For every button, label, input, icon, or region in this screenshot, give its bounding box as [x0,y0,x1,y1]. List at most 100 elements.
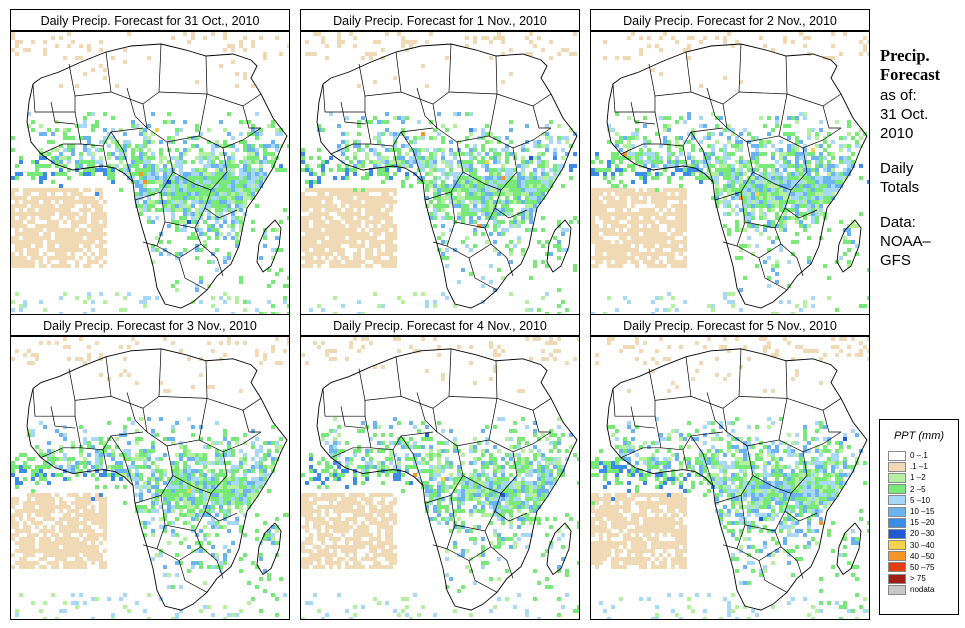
precip-cell [509,184,513,188]
precip-cell [469,272,473,276]
precip-cell [247,176,251,180]
precip-cell [333,192,337,196]
precip-cell [67,32,71,36]
precip-cell [457,172,461,176]
precip-cell [179,349,183,353]
precip-cell [19,156,23,160]
precip-cell [207,192,211,196]
precip-cell [691,128,695,132]
precip-cell [159,252,163,256]
precip-cell [35,353,39,357]
precip-cell [361,56,365,60]
precip-cell [603,228,607,232]
country-border [706,87,728,129]
precip-cell [199,280,203,284]
precip-cell [231,188,235,192]
precip-cell [545,148,549,152]
precip-cell [671,220,675,224]
precip-cell [795,144,799,148]
precip-cell [497,168,501,172]
precip-cell [191,236,195,240]
precip-cell [203,501,207,505]
precip-cell [35,164,39,168]
precip-cell [493,148,497,152]
precip-cell [795,136,799,140]
precip-cell [187,513,191,517]
precip-cell [231,489,235,493]
precip-cell [747,212,751,216]
precip-cell [337,264,341,268]
precip-cell [195,457,199,461]
precip-cell [611,252,615,256]
precip-cell [799,152,803,156]
precip-cell [513,200,517,204]
precip-cell [413,148,417,152]
precip-cell [19,517,23,521]
precip-cell [831,172,835,176]
precip-cell [357,132,361,136]
precip-cell [529,276,533,280]
precip-cell [337,188,341,192]
precip-cell [15,465,19,469]
precip-cell [429,160,433,164]
precip-cell [171,489,175,493]
precip-cell [305,248,309,252]
precip-cell [251,220,255,224]
precip-cell [373,148,377,152]
precip-cell [275,529,279,533]
precip-cell [175,280,179,284]
precip-cell [139,204,143,208]
precip-cell [163,180,167,184]
precip-cell [301,256,305,260]
precip-cell [147,485,151,489]
precip-cell [79,192,83,196]
precip-cell [19,304,23,308]
precip-cell [521,144,525,148]
precip-cell [243,180,247,184]
precip-cell [317,224,321,228]
precip-cell [87,529,91,533]
precip-cell [107,152,111,156]
precip-cell [755,264,759,268]
precip-cell [203,180,207,184]
precip-cell [175,228,179,232]
precip-cell [99,505,103,509]
precip-cell [643,260,647,264]
precip-cell [111,140,115,144]
precip-cell [183,184,187,188]
precip-cell [595,236,599,240]
precip-cell [199,180,203,184]
precip-cell [513,196,517,200]
precip-cell [389,148,393,152]
precip-cell [19,216,23,220]
precip-cell [755,176,759,180]
precip-cell [775,148,779,152]
precip-cell [39,228,43,232]
precip-cell [349,188,353,192]
precip-cell [247,132,251,136]
precip-cell [227,521,231,525]
precip-cell [425,148,429,152]
precip-cell [111,176,115,180]
precip-cell [647,172,651,176]
precip-cell [211,505,215,509]
precip-cell [643,244,647,248]
precip-cell [23,256,27,260]
precip-cell [75,232,79,236]
precip-cell [235,148,239,152]
precip-cell [79,505,83,509]
precip-cell [23,525,27,529]
precip-cell [23,501,27,505]
precip-cell [27,188,31,192]
precip-cell [11,465,15,469]
precip-cell [223,36,227,40]
precip-cell [619,244,623,248]
precip-cell [823,212,827,216]
precip-cell [497,172,501,176]
precip-cell [735,136,739,140]
precip-cell [501,180,505,184]
precip-cell [215,232,219,236]
precip-cell [333,296,337,300]
precip-cell [489,180,493,184]
precip-cell [393,136,397,140]
